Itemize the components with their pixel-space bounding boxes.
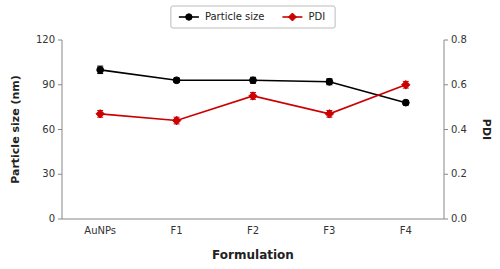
x-tick-label: F3 [323, 225, 335, 236]
legend-swatch-marker [288, 13, 296, 21]
error-bar [97, 66, 103, 73]
data-point [173, 77, 180, 84]
legend-label: PDI [308, 11, 325, 22]
x-axis-title: Formulation [212, 248, 294, 262]
series-line [100, 70, 406, 103]
y2-tick [444, 219, 448, 220]
chart-container: 0 30 60 90 120 0.0 0.2 0.4 0.6 0.8 AuNPs F1 F2 F3 F4 Fo… [0, 0, 500, 269]
y2-tick-label: 0.0 [451, 213, 467, 224]
y-tick [58, 40, 62, 41]
data-point [325, 110, 333, 118]
data-point [172, 116, 180, 124]
error-bar [326, 79, 332, 85]
y2-axis-title: PDI [480, 119, 493, 140]
y2-tick-label: 0.8 [451, 34, 467, 45]
data-point [326, 78, 333, 85]
chart-svg: 0 30 60 90 120 0.0 0.2 0.4 0.6 0.8 AuNPs F1 F2 F3 F4 Fo… [0, 0, 500, 269]
x-tick-label: F2 [247, 225, 259, 236]
series-line [100, 85, 406, 121]
x-tick-label: F1 [171, 225, 183, 236]
data-point [402, 99, 409, 106]
y2-tick [444, 40, 448, 41]
y2-tick [444, 84, 448, 85]
x-axis-line [62, 219, 444, 220]
y2-tick-label: 0.6 [451, 79, 467, 90]
y-tick [58, 219, 62, 220]
series-1 [96, 81, 410, 125]
data-point [249, 92, 257, 100]
y-tick-label: 90 [42, 79, 55, 90]
y-tick [58, 174, 62, 175]
data-point [250, 77, 257, 84]
plot-area [96, 66, 410, 125]
y-tick-label: 0 [49, 213, 55, 224]
legend-box [171, 6, 335, 28]
series-0 [97, 66, 409, 106]
y-tick [58, 129, 62, 130]
legend: Particle size PDI [171, 6, 335, 28]
y-tick-label: 120 [36, 34, 55, 45]
y-tick-label: 60 [42, 124, 55, 135]
y2-tick-label: 0.4 [451, 124, 467, 135]
y-tick-label: 30 [42, 168, 55, 179]
legend-swatch-marker [186, 14, 192, 20]
data-point [402, 81, 410, 89]
y-tick [58, 84, 62, 85]
data-point [96, 110, 104, 118]
x-tick-label: F4 [400, 225, 412, 236]
error-bar [250, 77, 256, 83]
data-point [97, 66, 104, 73]
y-axis-title: Particle size (nm) [9, 75, 22, 184]
y2-tick [444, 129, 448, 130]
legend-label: Particle size [205, 11, 265, 22]
x-tick-label: AuNPs [84, 225, 116, 236]
y2-tick-label: 0.2 [451, 168, 467, 179]
y2-tick [444, 174, 448, 175]
